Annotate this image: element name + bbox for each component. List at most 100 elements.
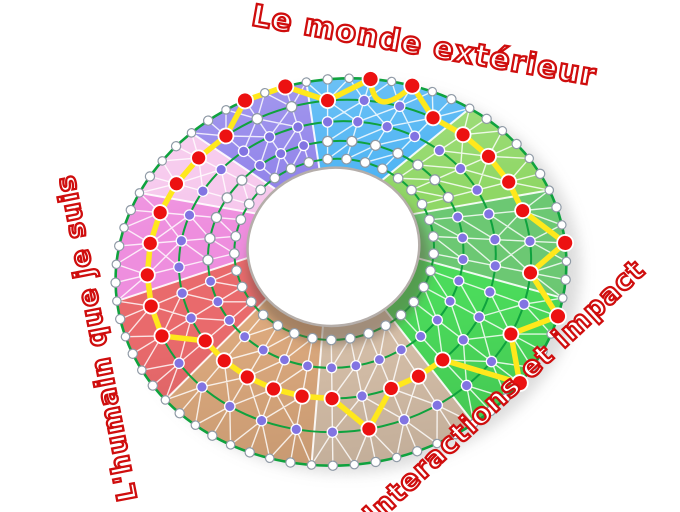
level2-node[interactable] xyxy=(484,286,496,298)
selected-node-red[interactable] xyxy=(151,204,169,221)
level2-node[interactable] xyxy=(482,208,495,220)
level1-node[interactable] xyxy=(202,254,214,266)
level1-node[interactable] xyxy=(456,232,469,244)
level3-node[interactable] xyxy=(398,413,411,426)
level2-node[interactable] xyxy=(356,390,368,402)
level3-node[interactable] xyxy=(173,357,185,370)
selected-node-red[interactable] xyxy=(190,149,208,167)
level1-node[interactable] xyxy=(239,330,251,343)
level2-node[interactable] xyxy=(237,145,250,158)
level1-node[interactable] xyxy=(457,253,469,266)
selected-node-red[interactable] xyxy=(168,175,185,193)
level1-node[interactable] xyxy=(221,192,233,204)
level1-node[interactable] xyxy=(453,275,465,287)
level1-node[interactable] xyxy=(429,174,441,186)
level1-node[interactable] xyxy=(369,139,382,152)
selected-node-red[interactable] xyxy=(382,380,400,397)
level1-node[interactable] xyxy=(278,354,291,366)
selected-node-red[interactable] xyxy=(502,325,520,343)
selected-node-red[interactable] xyxy=(215,352,233,370)
level2-node[interactable] xyxy=(381,120,393,133)
level2-node[interactable] xyxy=(489,260,502,272)
level2-node[interactable] xyxy=(471,184,483,196)
level2-node[interactable] xyxy=(489,233,501,246)
level2-node[interactable] xyxy=(473,311,486,323)
selected-node-red[interactable] xyxy=(196,332,214,350)
level2-node[interactable] xyxy=(173,261,185,273)
selected-node-red[interactable] xyxy=(549,307,567,326)
level2-node[interactable] xyxy=(321,116,334,128)
selected-node-red[interactable] xyxy=(500,173,518,191)
level1-node[interactable] xyxy=(442,191,454,204)
level2-node[interactable] xyxy=(175,234,188,247)
level3-node[interactable] xyxy=(393,100,406,113)
level1-node[interactable] xyxy=(321,135,334,148)
level1-node[interactable] xyxy=(444,295,456,307)
level1-node[interactable] xyxy=(254,159,266,171)
level1-node[interactable] xyxy=(204,275,217,287)
level2-node[interactable] xyxy=(292,121,304,133)
selected-node-red[interactable] xyxy=(293,387,311,405)
level3-node[interactable] xyxy=(460,379,473,392)
level1-node[interactable] xyxy=(392,147,404,159)
level3-node[interactable] xyxy=(431,399,444,412)
level2-node[interactable] xyxy=(183,209,196,221)
selected-node-red[interactable] xyxy=(319,92,337,109)
level2-node[interactable] xyxy=(454,162,467,175)
level1-node[interactable] xyxy=(210,211,223,224)
level1-node[interactable] xyxy=(395,344,407,356)
level1-node[interactable] xyxy=(412,159,424,171)
level3-node[interactable] xyxy=(196,381,208,393)
level2-node[interactable] xyxy=(263,131,276,143)
level3-node[interactable] xyxy=(290,423,303,436)
selected-node-red[interactable] xyxy=(510,374,529,392)
selected-node-red[interactable] xyxy=(323,390,341,407)
level1-node[interactable] xyxy=(415,330,427,342)
selected-node-red[interactable] xyxy=(238,368,256,386)
selected-node-red[interactable] xyxy=(276,77,295,96)
selected-node-red[interactable] xyxy=(424,109,442,127)
selected-node-red[interactable] xyxy=(360,420,378,438)
level2-node[interactable] xyxy=(215,163,228,176)
selected-node-red[interactable] xyxy=(142,297,160,315)
selected-node-red[interactable] xyxy=(403,76,422,95)
selected-node-red[interactable] xyxy=(556,234,575,252)
level1-node[interactable] xyxy=(301,360,314,372)
level2-node[interactable] xyxy=(408,130,421,143)
selected-node-red[interactable] xyxy=(454,126,472,144)
level3-node[interactable] xyxy=(485,355,498,368)
level2-node[interactable] xyxy=(351,115,364,128)
selected-node-red[interactable] xyxy=(217,127,235,145)
level1-node[interactable] xyxy=(325,362,338,374)
level1-node[interactable] xyxy=(452,211,464,223)
selected-node-red[interactable] xyxy=(522,264,539,282)
level2-node[interactable] xyxy=(457,333,470,346)
level1-node[interactable] xyxy=(236,174,248,186)
level3-node[interactable] xyxy=(524,235,536,248)
level1-node[interactable] xyxy=(212,296,224,308)
level3-node[interactable] xyxy=(251,112,264,125)
selected-node-red[interactable] xyxy=(361,70,380,88)
level3-node[interactable] xyxy=(255,414,268,427)
level3-node[interactable] xyxy=(285,100,298,113)
selected-node-red[interactable] xyxy=(410,367,427,385)
selected-node-red[interactable] xyxy=(138,266,156,284)
selected-node-red[interactable] xyxy=(434,351,452,369)
level1-node[interactable] xyxy=(257,344,269,356)
level2-node[interactable] xyxy=(176,287,189,300)
selected-node-red[interactable] xyxy=(514,202,532,220)
selected-node-red[interactable] xyxy=(153,327,171,345)
level1-node[interactable] xyxy=(297,139,310,152)
level1-node[interactable] xyxy=(223,314,236,327)
selected-node-red[interactable] xyxy=(265,380,282,398)
level3-node[interactable] xyxy=(223,400,236,413)
level1-node[interactable] xyxy=(275,147,287,160)
level2-node[interactable] xyxy=(185,312,198,324)
selected-node-red[interactable] xyxy=(480,147,497,165)
level1-node[interactable] xyxy=(350,360,362,372)
level1-node[interactable] xyxy=(346,135,358,147)
selected-node-red[interactable] xyxy=(236,91,254,110)
selected-node-red[interactable] xyxy=(141,234,159,252)
level1-node[interactable] xyxy=(373,353,386,366)
level3-node[interactable] xyxy=(326,426,339,439)
